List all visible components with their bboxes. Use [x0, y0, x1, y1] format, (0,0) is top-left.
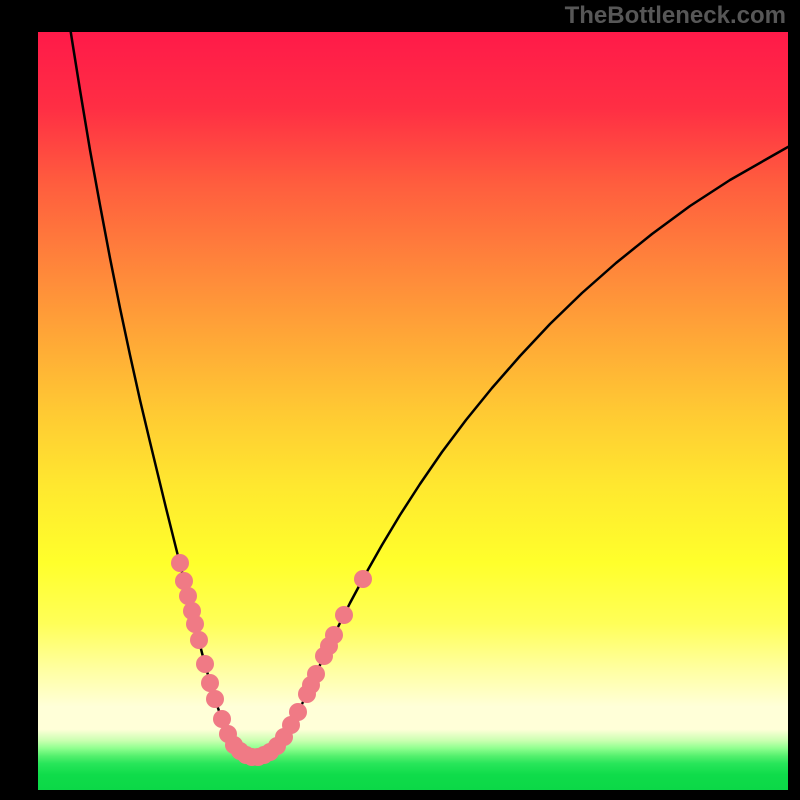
- bottleneck-curve: [65, 32, 788, 757]
- data-point: [325, 626, 343, 644]
- data-point: [289, 703, 307, 721]
- data-point: [186, 615, 204, 633]
- data-point: [171, 554, 189, 572]
- data-point: [196, 655, 214, 673]
- data-markers: [171, 554, 372, 766]
- data-point: [206, 690, 224, 708]
- data-point: [307, 665, 325, 683]
- plot-area: [38, 32, 788, 790]
- watermark: TheBottleneck.com: [565, 2, 786, 30]
- curve-svg: [38, 32, 788, 790]
- data-point: [201, 674, 219, 692]
- data-point: [335, 606, 353, 624]
- data-point: [354, 570, 372, 588]
- data-point: [190, 631, 208, 649]
